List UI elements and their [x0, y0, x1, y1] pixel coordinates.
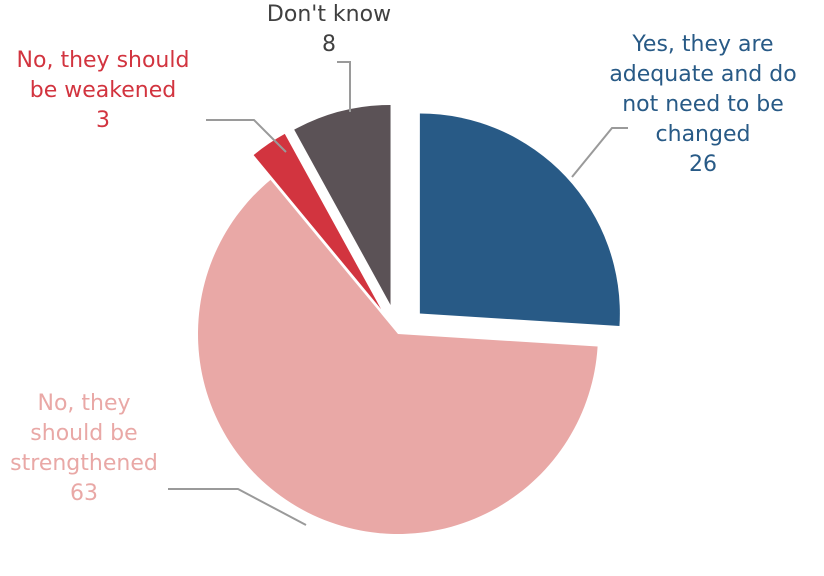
leader-line-dont-know	[337, 61, 351, 112]
leader-line-weakened	[206, 119, 287, 153]
label-yes-adequate: Yes, they are adequate and do not need t…	[603, 30, 803, 180]
slice-weakened	[253, 133, 382, 310]
slice-strengthened	[198, 179, 598, 535]
value-label-weakened: 3	[96, 108, 110, 133]
label-dont-know: Don't know 8	[244, 0, 414, 60]
slice-dont-know	[294, 104, 391, 305]
value-label-yes-adequate: 26	[689, 152, 717, 177]
value-label-dont-know: 8	[322, 32, 336, 57]
leader-line-yes-adequate	[571, 127, 628, 178]
leader-line-strengthened	[168, 488, 307, 526]
label-strengthened: No, they should be strengthened 63	[0, 389, 168, 509]
label-weakened: No, they should be weakened 3	[0, 46, 206, 136]
value-label-strengthened: 63	[70, 481, 98, 506]
slice-yes-adequate	[419, 113, 620, 327]
